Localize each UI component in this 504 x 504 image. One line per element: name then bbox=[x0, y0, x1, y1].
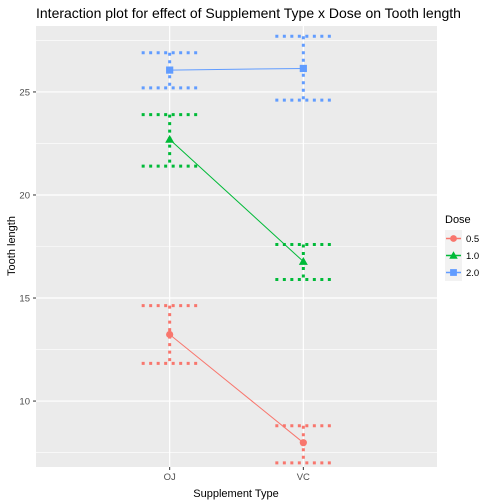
legend-label: 0.5 bbox=[466, 234, 479, 245]
legend-title: Dose bbox=[445, 214, 471, 226]
data-point bbox=[166, 330, 174, 339]
y-tick-label: 25 bbox=[19, 87, 30, 98]
x-axis-ticks: OJ VC bbox=[164, 467, 310, 483]
y-tick-label: 15 bbox=[19, 294, 30, 305]
x-axis-label: Supplement Type bbox=[193, 488, 278, 500]
series-2-0 bbox=[141, 34, 332, 102]
series-1-0 bbox=[141, 113, 332, 281]
legend-key-marker bbox=[449, 251, 458, 259]
y-tick-label: 10 bbox=[19, 397, 30, 408]
x-tick-label: OJ bbox=[164, 472, 176, 483]
legend-key-0-5: 0.5 bbox=[445, 230, 479, 247]
data-point bbox=[166, 66, 174, 74]
series-line bbox=[169, 67, 304, 71]
series-0-5 bbox=[141, 304, 332, 465]
series-line bbox=[169, 138, 304, 262]
data-point bbox=[298, 257, 308, 265]
data-point bbox=[299, 439, 307, 447]
series-line bbox=[169, 334, 304, 444]
data-point bbox=[165, 134, 175, 143]
legend-label: 1.0 bbox=[466, 251, 479, 262]
x-tick-label: VC bbox=[297, 472, 310, 483]
data-point bbox=[299, 64, 307, 73]
legend-key-1-0: 1.0 bbox=[445, 247, 479, 264]
legend: Dose 0.5 1.0 2.0 bbox=[445, 214, 479, 281]
grid-layer bbox=[36, 26, 437, 467]
legend-keys: 0.5 1.0 2.0 bbox=[445, 230, 479, 281]
legend-key-2-0: 2.0 bbox=[445, 264, 479, 281]
series-layer bbox=[141, 34, 332, 465]
legend-label: 2.0 bbox=[466, 268, 479, 279]
legend-key-marker bbox=[450, 269, 457, 276]
y-axis-ticks: 10 15 20 25 bbox=[19, 87, 36, 408]
chart-title: Interaction plot for effect of Supplemen… bbox=[36, 5, 461, 21]
legend-key-marker bbox=[450, 235, 457, 242]
y-axis-label: Tooth length bbox=[6, 216, 18, 276]
y-tick-label: 20 bbox=[19, 190, 30, 201]
